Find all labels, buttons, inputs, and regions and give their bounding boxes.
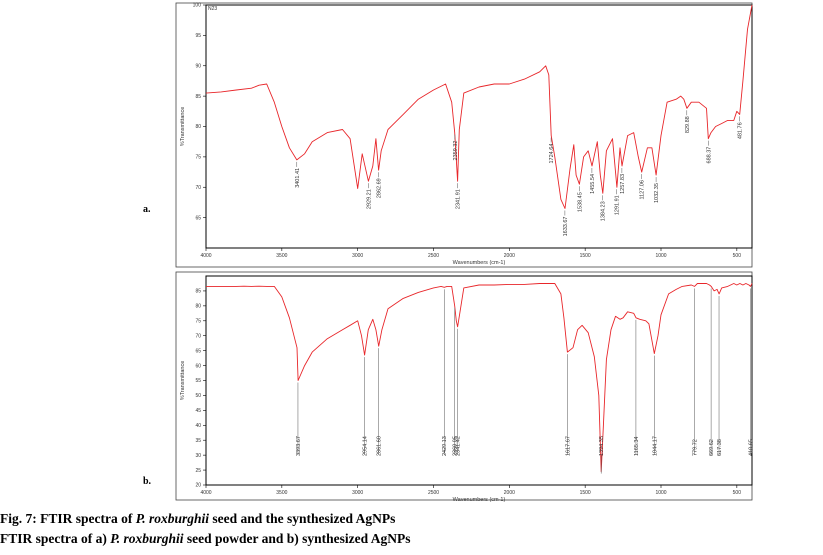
panel-label: b.	[143, 476, 152, 487]
y-axis-label: %Transmittance	[180, 107, 186, 147]
x-tick-label: 4000	[200, 253, 211, 259]
x-tick-label: 500	[733, 490, 742, 496]
peak-label: 410.65	[748, 439, 754, 456]
y-tick-label: 60	[195, 363, 201, 369]
x-tick-label: 3000	[352, 253, 363, 259]
peak-label: 617.38	[717, 439, 723, 456]
caption-2-suffix: seed powder and b) synthesized AgNPs	[183, 531, 411, 546]
x-tick-label: 2000	[504, 253, 515, 259]
y-tick-label: 35	[195, 438, 201, 444]
peak-label: 2862.69	[376, 178, 382, 198]
peak-label: 1617.67	[565, 436, 571, 456]
y-tick-label: 70	[195, 333, 201, 339]
y-tick-label: 75	[195, 155, 201, 161]
panel-label: a.	[143, 204, 151, 215]
peak-label: 1032.35	[654, 183, 660, 203]
figure-caption-line-2: FTIR spectra of a) P. roxburghii seed po…	[0, 531, 411, 547]
y-tick-label: 95	[195, 33, 201, 39]
peak-label: 669.62	[709, 439, 715, 456]
y-tick-label: 85	[195, 94, 201, 100]
peak-label: 1455.54	[590, 174, 596, 194]
peak-label: 2429.13	[442, 436, 448, 456]
y-tick-label: 65	[195, 348, 201, 354]
x-axis-label: Wavenumbers (cm-1)	[453, 260, 506, 266]
peak-label: 481.76	[738, 122, 744, 139]
caption-2-species: P. roxburghii	[110, 531, 184, 546]
peak-label: 1165.34	[634, 437, 640, 456]
panel-frame	[175, 271, 753, 501]
x-tick-label: 1000	[655, 253, 666, 259]
peak-label: 2929.21	[366, 189, 372, 209]
panel-a-ftir-seed-powder: a. N23 4000 3500 3000 2500 2000 1500 1000 500 65 70…	[143, 2, 753, 268]
y-tick-label: 55	[195, 378, 201, 384]
x-tick-label: 3000	[352, 490, 363, 496]
spectrum-line	[205, 4, 753, 209]
y-tick-label: 90	[195, 63, 201, 69]
y-tick-label: 40	[195, 423, 201, 429]
peak-label: 1127.06	[640, 180, 646, 199]
peak-label: 1291.91	[615, 195, 621, 215]
peak-label: 1394.35	[599, 436, 605, 456]
caption-1-prefix: Fig. 7: FTIR spectra of	[0, 511, 136, 526]
plot-area-border	[205, 4, 753, 249]
peak-label: 1633.67	[563, 217, 569, 237]
y-tick-label: 100	[193, 3, 202, 9]
x-tick-label: 2500	[428, 253, 439, 259]
peak-label: 2359.32	[453, 141, 459, 161]
peak-label: 2341.42	[456, 436, 462, 456]
peak-label: 3401.41	[295, 168, 301, 188]
x-tick-label: 2000	[504, 490, 515, 496]
x-tick-label: 4000	[200, 490, 211, 496]
y-tick-label: 45	[195, 408, 201, 414]
plot-area-border	[205, 275, 753, 486]
y-axis-label: %Transmittance	[180, 361, 186, 401]
peak-label: 2954.14	[363, 436, 369, 456]
y-tick-label: 70	[195, 185, 201, 191]
peak-label: 2360.05	[453, 436, 459, 456]
x-tick-label: 1000	[655, 490, 666, 496]
figure-caption-line-1: Fig. 7: FTIR spectra of P. roxburghii se…	[0, 511, 395, 527]
peak-label: 1538.45	[577, 192, 583, 212]
y-tick-label: 50	[195, 393, 201, 399]
x-tick-label: 1500	[580, 253, 591, 259]
peak-label: 1044.17	[652, 436, 658, 456]
ftir-figure: a. N23 4000 3500 3000 2500 2000 1500 1000 500 65 70…	[143, 2, 754, 503]
x-axis-label: Wavenumbers (cm-1)	[453, 497, 506, 503]
y-tick-label: 30	[195, 453, 201, 459]
y-tick-label: 65	[195, 215, 201, 221]
peak-label: 779.72	[692, 439, 698, 456]
y-tick-label: 80	[195, 304, 201, 310]
y-tick-label: 85	[195, 289, 201, 295]
peak-label: 1384.23	[601, 201, 607, 221]
panel-frame	[175, 2, 753, 268]
peak-label: 3393.67	[296, 436, 302, 456]
x-tick-label: 2500	[428, 490, 439, 496]
y-tick-label: 80	[195, 124, 201, 130]
panel-b-ftir-agnps: b. 4000 3500 3000 2500 2000 1500 1000 500 20 25 30 3…	[143, 271, 754, 503]
peak-label: 2341.91	[455, 189, 461, 209]
caption-1-species: P. roxburghii	[135, 511, 210, 526]
caption-2-prefix: FTIR spectra of a)	[0, 531, 111, 546]
x-tick-label: 500	[733, 253, 742, 259]
spectrum-line	[206, 283, 753, 473]
x-tick-label: 3500	[276, 253, 287, 259]
x-tick-label: 3500	[276, 490, 287, 496]
x-tick-label: 1500	[580, 490, 591, 496]
peak-label: 688.37	[706, 147, 712, 164]
peak-label: 1257.83	[620, 174, 626, 194]
peak-label: 1724.64	[549, 144, 555, 164]
y-tick-label: 25	[195, 468, 201, 474]
caption-1-suffix: seed and the synthesized AgNPs	[209, 511, 396, 526]
peak-label: 2861.60	[377, 436, 383, 456]
y-tick-label: 75	[195, 318, 201, 324]
peak-label: 829.88	[685, 116, 691, 133]
panel-corner-text: N23	[208, 6, 217, 12]
y-tick-label: 20	[195, 483, 201, 489]
